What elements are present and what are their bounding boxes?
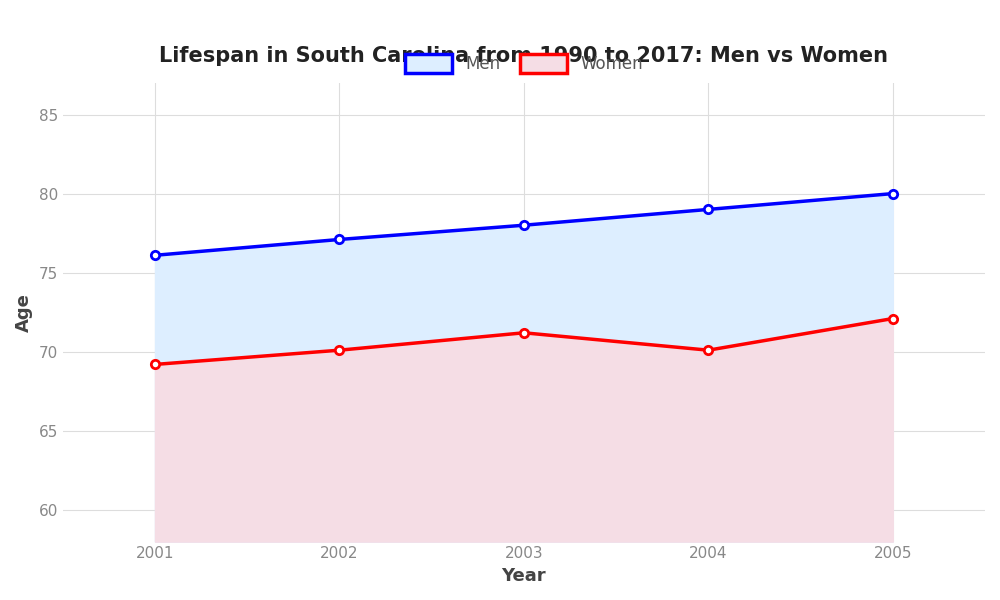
Y-axis label: Age: Age	[15, 293, 33, 332]
X-axis label: Year: Year	[502, 567, 546, 585]
Legend: Men, Women: Men, Women	[397, 46, 651, 81]
Title: Lifespan in South Carolina from 1990 to 2017: Men vs Women: Lifespan in South Carolina from 1990 to …	[159, 46, 888, 66]
